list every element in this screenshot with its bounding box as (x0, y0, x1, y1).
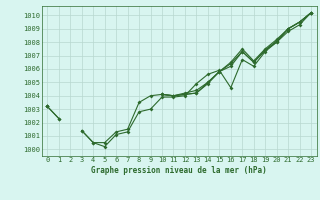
X-axis label: Graphe pression niveau de la mer (hPa): Graphe pression niveau de la mer (hPa) (91, 166, 267, 175)
